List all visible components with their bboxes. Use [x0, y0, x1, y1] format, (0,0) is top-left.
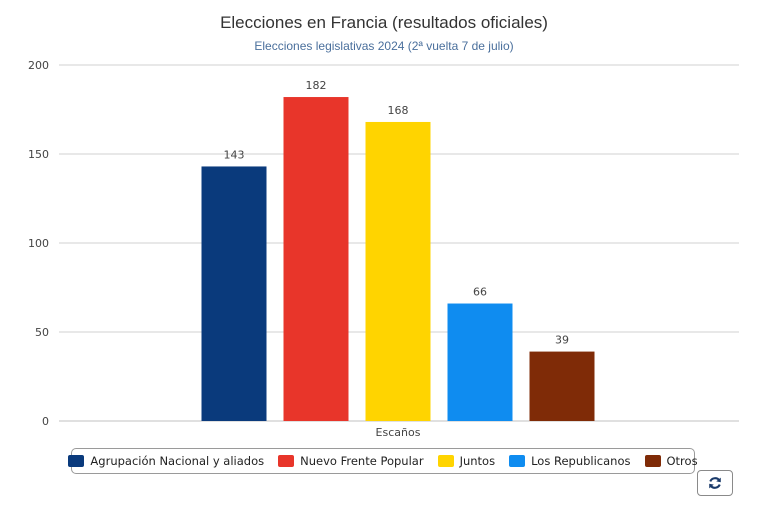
legend-swatch: [644, 455, 661, 467]
legend-label: Agrupación Nacional y aliados: [90, 454, 265, 468]
y-tick-label: 150: [28, 148, 49, 161]
bar[interactable]: [365, 121, 431, 422]
legend-swatch: [278, 455, 295, 467]
chart: Elecciones en Francia (resultados oficia…: [28, 13, 739, 439]
bar[interactable]: [447, 303, 513, 421]
legend-item[interactable]: Los Republicanos: [509, 454, 631, 468]
data-label: 143: [224, 148, 245, 161]
legend-item[interactable]: Otros: [644, 454, 698, 468]
legend-label: Juntos: [459, 454, 496, 468]
y-tick-label: 200: [28, 59, 49, 72]
bars: [201, 97, 595, 422]
data-label: 168: [388, 104, 409, 117]
refresh-icon: [709, 477, 721, 489]
data-label: 182: [306, 79, 327, 92]
legend-item[interactable]: Agrupación Nacional y aliados: [68, 454, 264, 468]
legend-item[interactable]: Juntos: [437, 454, 496, 468]
chart-subtitle: Elecciones legislativas 2024 (2ª vuelta …: [254, 39, 513, 53]
data-labels: 143 182 168 66 39: [224, 79, 570, 347]
bar[interactable]: [529, 351, 595, 421]
legend-label: Los Republicanos: [531, 454, 631, 468]
x-category-label: Escaños: [376, 426, 421, 439]
y-tick-label: 50: [35, 326, 49, 339]
legend-label: Nuevo Frente Popular: [300, 454, 424, 468]
y-tick-label: 100: [28, 237, 49, 250]
legend-swatch: [437, 455, 454, 467]
legend-label: Otros: [666, 454, 698, 468]
y-axis-ticks: 0 50 100 150 200: [28, 59, 49, 428]
data-label: 39: [555, 334, 569, 347]
refresh-button[interactable]: [697, 470, 733, 496]
legend-item[interactable]: Nuevo Frente Popular: [278, 454, 424, 468]
legend: Agrupación Nacional y aliados Nuevo Frent…: [68, 448, 698, 474]
bar[interactable]: [283, 97, 349, 421]
y-tick-label: 0: [42, 415, 49, 428]
bar[interactable]: [201, 166, 267, 421]
chart-title: Elecciones en Francia (resultados oficia…: [220, 13, 548, 32]
legend-swatch: [68, 455, 85, 467]
data-label: 66: [473, 286, 487, 299]
legend-swatch: [509, 455, 526, 467]
